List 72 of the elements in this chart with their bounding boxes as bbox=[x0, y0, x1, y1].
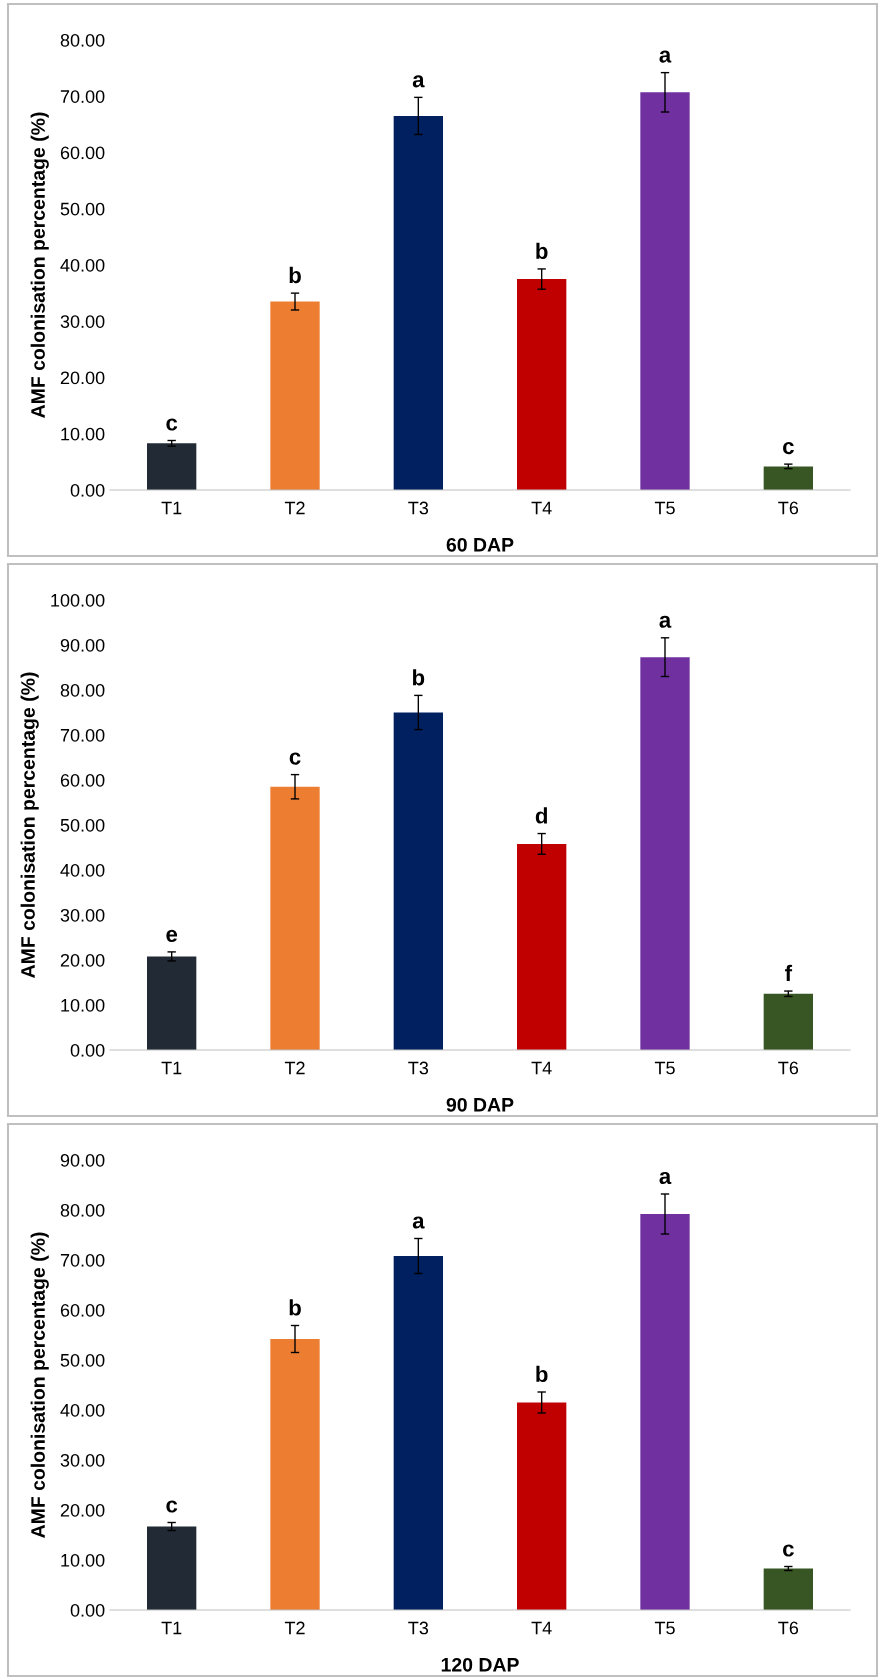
x-tick-label: T3 bbox=[408, 1621, 429, 1635]
y-tick-label: 40.00 bbox=[60, 1403, 105, 1417]
y-tick-label: 20.00 bbox=[60, 1503, 105, 1517]
x-tick-label: T6 bbox=[778, 1061, 799, 1075]
annotation: c bbox=[783, 1544, 794, 1557]
annotation: d bbox=[535, 807, 547, 824]
y-tick-label: 80.00 bbox=[60, 33, 105, 47]
y-tick-label: 50.00 bbox=[60, 818, 105, 832]
y-tick-label: 60.00 bbox=[60, 1303, 105, 1317]
y-axis-title: AMF colonisation percentage (%) bbox=[30, 112, 49, 418]
x-tick-label: T5 bbox=[654, 1621, 675, 1635]
annotation: b bbox=[536, 242, 548, 259]
x-tick-label: T4 bbox=[531, 1061, 552, 1075]
y-tick-label: 0.00 bbox=[70, 1043, 105, 1057]
x-tick-label: T1 bbox=[161, 1061, 182, 1075]
annotation: a bbox=[412, 75, 425, 88]
x-tick-label: T2 bbox=[284, 1061, 305, 1075]
x-tick-label: T5 bbox=[654, 1061, 675, 1075]
y-tick-label: 20.00 bbox=[60, 371, 105, 385]
y-tick-label: 0.00 bbox=[70, 483, 105, 497]
annotation: b bbox=[289, 1299, 301, 1316]
y-tick-label: 70.00 bbox=[60, 1253, 105, 1267]
x-axis-title: 90 DAP bbox=[446, 1097, 514, 1112]
y-tick-label: 80.00 bbox=[60, 683, 105, 697]
x-tick-label: T3 bbox=[408, 501, 429, 515]
y-tick-label: 40.00 bbox=[60, 863, 105, 877]
y-tick-label: 80.00 bbox=[60, 1203, 105, 1217]
annotation: f bbox=[785, 964, 793, 981]
x-axis-title: 60 DAP bbox=[446, 537, 514, 552]
x-axis-title: 120 DAP bbox=[441, 1657, 519, 1672]
y-tick-label: 10.00 bbox=[61, 1553, 105, 1567]
y-tick-label: 70.00 bbox=[60, 728, 105, 742]
y-tick-label: 40.00 bbox=[60, 258, 105, 272]
y-axis-title: AMF colonisation percentage (%) bbox=[20, 672, 39, 978]
y-tick-label: 50.00 bbox=[60, 202, 105, 216]
annotation: b bbox=[289, 266, 301, 284]
annotation: c bbox=[289, 752, 301, 765]
y-tick-label: 20.00 bbox=[60, 953, 105, 967]
x-tick-label: T6 bbox=[778, 501, 799, 515]
y-tick-label: 0.00 bbox=[70, 1603, 105, 1617]
x-tick-label: T5 bbox=[654, 501, 675, 515]
y-tick-label: 30.00 bbox=[60, 908, 105, 922]
x-tick-label: T4 bbox=[531, 1621, 552, 1635]
y-tick-label: 60.00 bbox=[60, 146, 105, 160]
y-tick-label: 30.00 bbox=[60, 315, 105, 328]
annotation: a bbox=[659, 1171, 672, 1185]
annotation: b bbox=[536, 1365, 548, 1383]
annotation: a bbox=[659, 50, 672, 63]
annotation: c bbox=[166, 418, 178, 431]
y-tick-label: 60.00 bbox=[60, 773, 105, 787]
y-tick-label: 30.00 bbox=[60, 1453, 105, 1467]
annotation: a bbox=[659, 615, 672, 628]
x-tick-label: T6 bbox=[778, 1621, 799, 1635]
y-tick-label: 50.00 bbox=[60, 1353, 105, 1367]
y-tick-label: 10.00 bbox=[61, 427, 105, 441]
x-tick-label: T1 bbox=[161, 501, 182, 515]
y-tick-label: 90.00 bbox=[60, 1153, 105, 1167]
y-tick-label: 90.00 bbox=[60, 638, 105, 652]
x-tick-label: T4 bbox=[531, 501, 552, 515]
annotation: e bbox=[166, 929, 178, 942]
y-tick-label: 100.00 bbox=[51, 593, 105, 607]
y-axis-title: AMF colonisation percentage (%) bbox=[30, 1232, 49, 1538]
annotation: b bbox=[413, 669, 425, 686]
annotation: c bbox=[783, 442, 794, 455]
y-tick-label: 70.00 bbox=[60, 90, 105, 103]
x-tick-label: T3 bbox=[408, 1061, 429, 1075]
x-tick-label: T1 bbox=[161, 1621, 182, 1635]
x-tick-label: T2 bbox=[284, 501, 305, 515]
y-tick-label: 10.00 bbox=[61, 998, 105, 1012]
annotation: a bbox=[412, 1216, 425, 1229]
annotation: c bbox=[166, 1500, 178, 1513]
x-tick-label: T2 bbox=[284, 1621, 305, 1635]
